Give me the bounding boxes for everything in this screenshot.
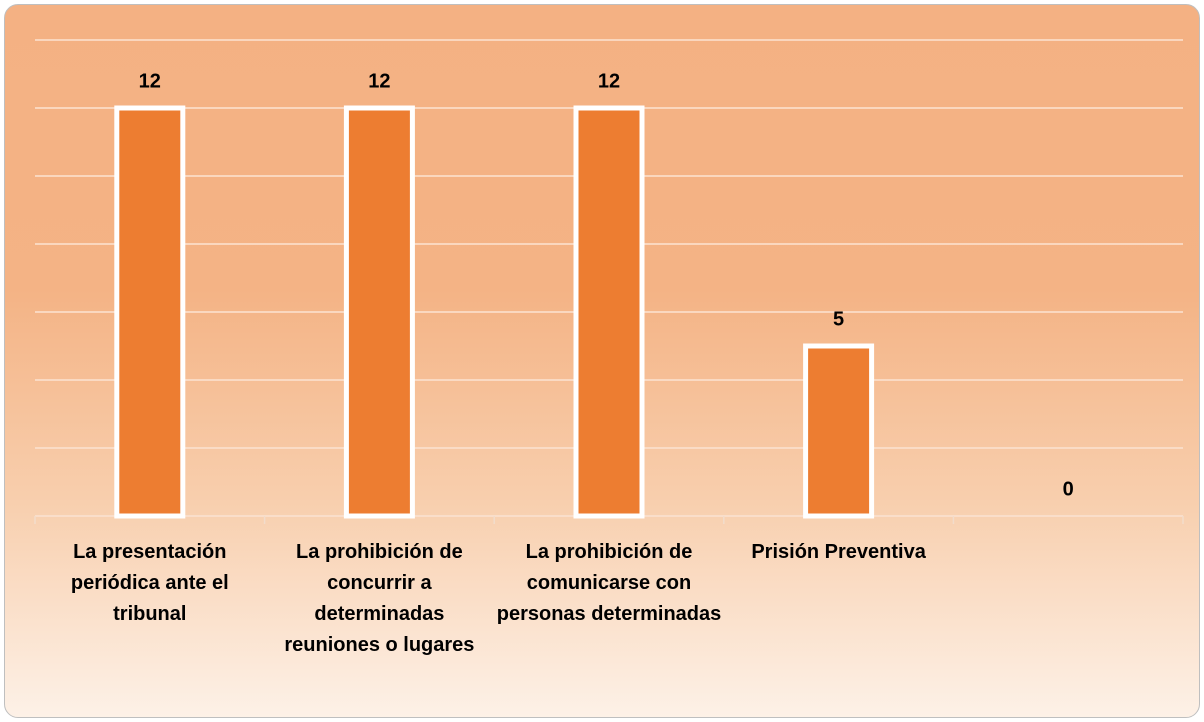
data-label: 12 <box>368 70 390 92</box>
data-label: 12 <box>139 70 161 92</box>
x-tick-label: La prohibición de concurrir a determinad… <box>284 541 475 656</box>
data-label: 0 <box>1063 478 1074 500</box>
x-tick-label: La presentación periódica ante el tribun… <box>70 541 229 625</box>
bar <box>573 105 645 519</box>
bar <box>803 343 875 519</box>
x-tick-label: Prisión Preventiva <box>751 541 926 563</box>
bar <box>114 105 186 519</box>
data-label: 5 <box>833 308 844 330</box>
bar <box>343 105 415 519</box>
data-label: 12 <box>598 70 620 92</box>
x-tick-label: La prohibición de comunicarse con person… <box>496 541 722 625</box>
